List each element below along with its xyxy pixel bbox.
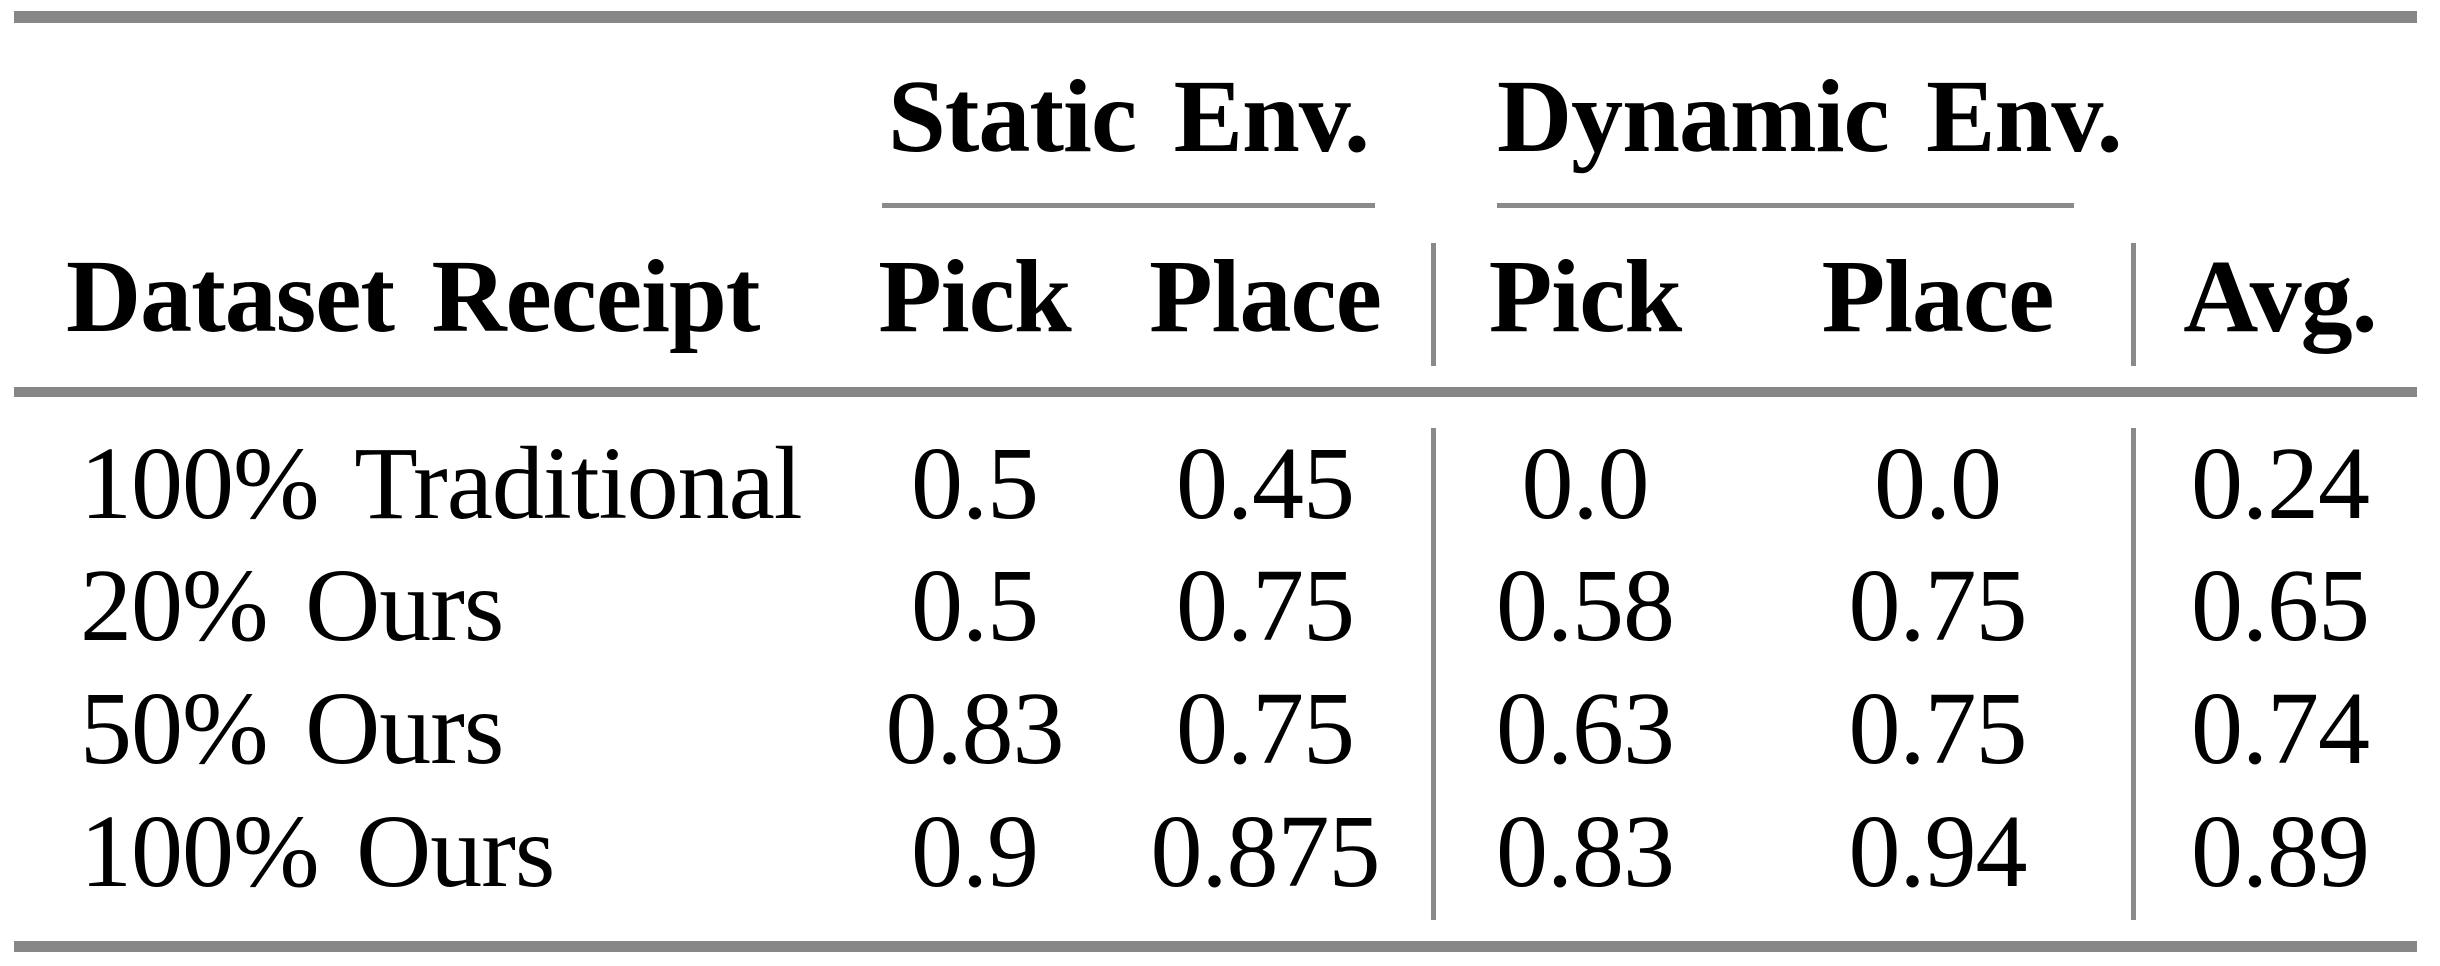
col-header-dataset-receipt: Dataset Receipt [66, 239, 760, 354]
cell-avg: 0.89 [2191, 794, 2370, 909]
cell-dynamic-pick: 0.63 [1496, 671, 1675, 786]
cell-dynamic-pick: 0.58 [1496, 548, 1675, 663]
dynamic-env-cmidrule [1497, 203, 2074, 208]
cell-avg: 0.65 [2191, 548, 2370, 663]
cell-dynamic-place: 0.94 [1848, 794, 2028, 909]
row-label: 50% Ours [80, 671, 504, 786]
row-label: 100% Traditional [80, 426, 803, 541]
col-header-static-place: Place [1149, 239, 1382, 354]
body-divider-dynamic-avg [2131, 428, 2136, 920]
col-header-static-pick: Pick [878, 239, 1071, 354]
static-env-cmidrule [882, 203, 1375, 208]
cell-static-pick: 0.9 [911, 794, 1039, 909]
cell-static-place: 0.45 [1176, 426, 1355, 541]
table-bottom-rule [14, 941, 2417, 952]
table-top-rule [14, 11, 2417, 23]
body-divider-static-dynamic [1431, 428, 1436, 920]
header-divider-dynamic-avg [2131, 243, 2136, 366]
cell-static-pick: 0.83 [885, 671, 1065, 786]
group-header-static-env: Static Env. [887, 59, 1370, 174]
cell-static-place: 0.75 [1176, 671, 1355, 786]
cell-dynamic-place: 0.75 [1848, 671, 2028, 786]
row-label: 20% Ours [80, 548, 504, 663]
col-header-dynamic-pick: Pick [1488, 239, 1682, 354]
group-header-dynamic-env: Dynamic Env. [1497, 59, 2123, 174]
cell-dynamic-pick: 0.83 [1496, 794, 1675, 909]
cell-static-place: 0.875 [1150, 794, 1381, 909]
cell-avg: 0.74 [2191, 671, 2370, 786]
cell-dynamic-pick: 0.0 [1521, 426, 1650, 541]
col-header-dynamic-place: Place [1821, 239, 2055, 354]
cell-static-pick: 0.5 [911, 426, 1039, 541]
header-divider-static-dynamic [1431, 243, 1436, 366]
cell-static-pick: 0.5 [911, 548, 1039, 663]
col-header-avg: Avg. [2183, 239, 2377, 354]
cell-dynamic-place: 0.0 [1874, 426, 2002, 541]
table-mid-rule [14, 387, 2417, 397]
row-label: 100% Ours [80, 794, 555, 909]
cell-dynamic-place: 0.75 [1848, 548, 2028, 663]
cell-static-place: 0.75 [1176, 548, 1355, 663]
cell-avg: 0.24 [2191, 426, 2370, 541]
